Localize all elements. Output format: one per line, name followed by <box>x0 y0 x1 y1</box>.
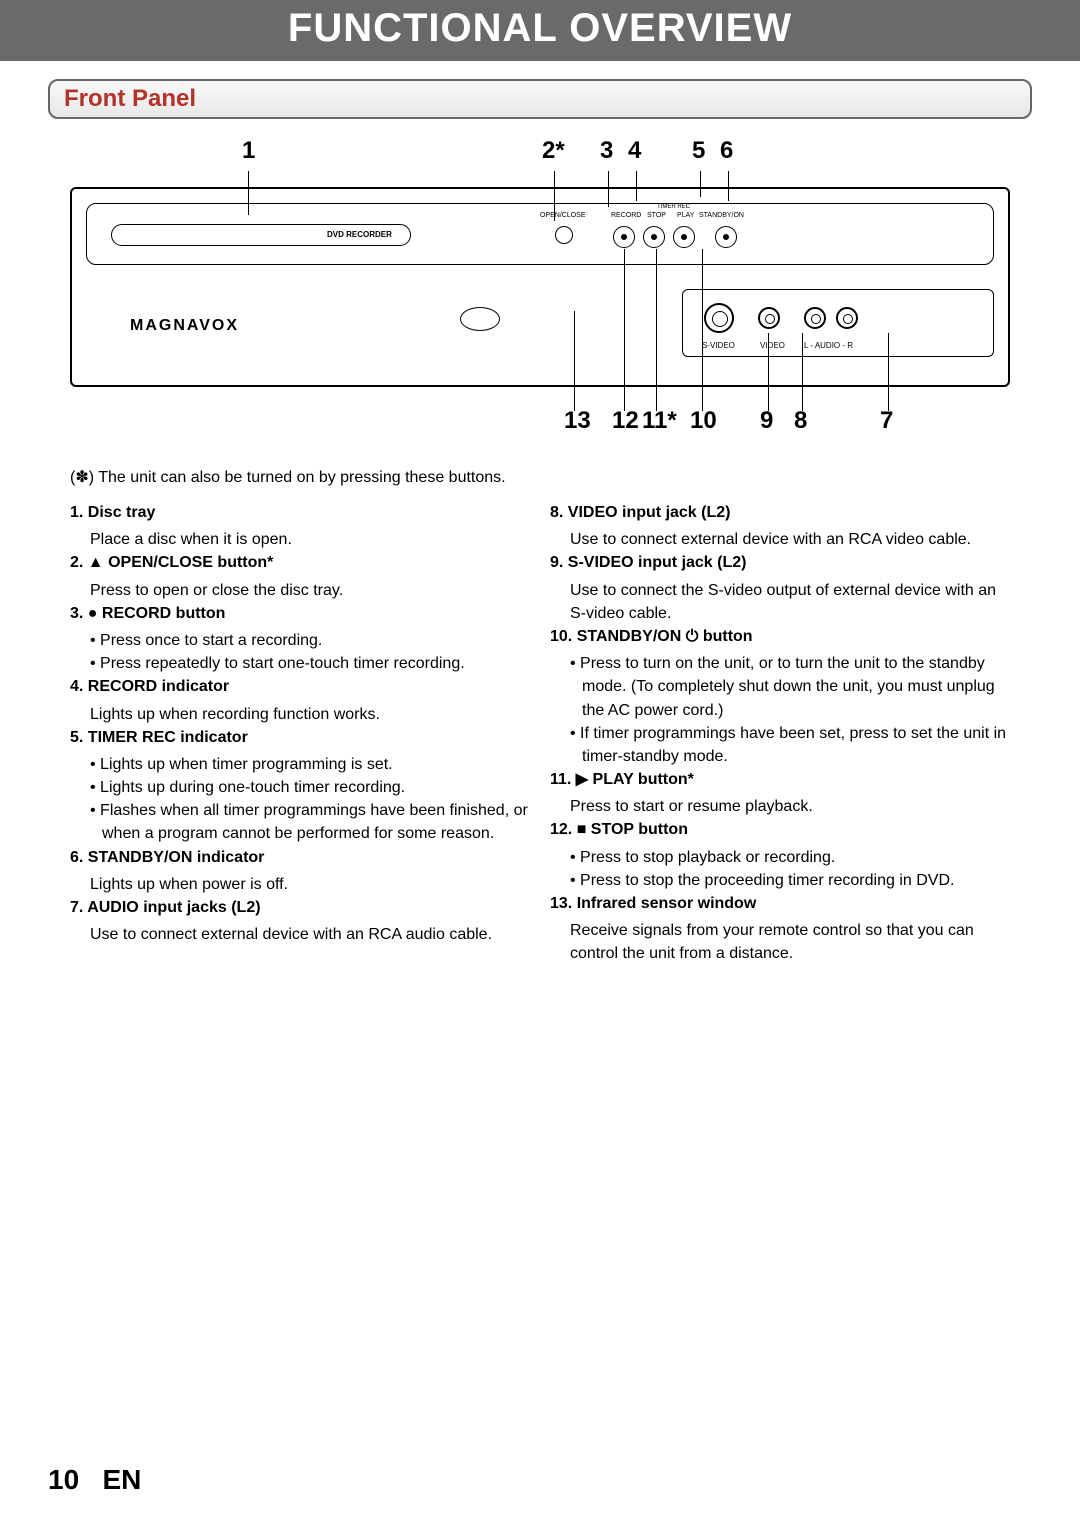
lead-3 <box>608 171 609 207</box>
item-line: Place a disc when it is open. <box>70 528 530 551</box>
item-heading: 10. STANDBY/ON ⏻ button <box>550 628 753 645</box>
column-left: 1. Disc tray Place a disc when it is open… <box>70 501 530 966</box>
callout-label: 4 <box>628 137 641 165</box>
callout-label: 7 <box>880 407 893 435</box>
item-bullet: • Press to stop playback or recording. <box>550 846 1010 869</box>
description-columns: 1. Disc tray Place a disc when it is open… <box>70 501 1010 966</box>
callout-label: 6 <box>720 137 733 165</box>
item-bullet: • Lights up when timer programming is se… <box>70 753 530 776</box>
lead-13 <box>574 311 575 411</box>
lbl-play: PLAY <box>677 212 694 219</box>
brand-label: MAGNAVOX <box>130 317 239 335</box>
lbl-openclose: OPEN/CLOSE <box>540 212 586 219</box>
play-button <box>673 226 695 248</box>
item-heading: 7. AUDIO input jacks (L2) <box>70 899 261 916</box>
lbl-record: RECORD <box>611 212 641 219</box>
item-line: Press to start or resume playback. <box>550 795 1010 818</box>
item-heading: 2. ▲ OPEN/CLOSE button* <box>70 554 273 571</box>
page-footer: 10 EN <box>48 1464 141 1496</box>
lead-11 <box>656 249 657 411</box>
lbl-standby: STANDBY/ON <box>699 212 744 219</box>
record-button <box>613 226 635 248</box>
item-line: Use to connect external device with an R… <box>70 923 530 946</box>
item-line: Receive signals from your remote control… <box>550 919 1010 965</box>
asterisk-note: (✽) The unit can also be turned on by pr… <box>70 467 1010 487</box>
item-heading: 11. ▶ PLAY button* <box>550 771 694 788</box>
item-bullet: • Lights up during one-touch timer recor… <box>70 776 530 799</box>
lead-2 <box>554 171 555 221</box>
callout-label: 8 <box>794 407 807 435</box>
lead-5 <box>700 171 701 197</box>
item-line: Lights up when power is off. <box>70 873 530 896</box>
lead-12 <box>624 249 625 411</box>
item-heading: 4. RECORD indicator <box>70 678 229 695</box>
device-panel: DVD RECORDER OPEN/CLOSE RECORD STOP PLAY… <box>70 187 1010 387</box>
item-bullet: • Press repeatedly to start one-touch ti… <box>70 652 530 675</box>
page-number: 10 <box>48 1464 79 1495</box>
callout-label: 13 <box>564 407 591 435</box>
callout-label: 12 <box>612 407 639 435</box>
openclose-button <box>555 226 573 244</box>
lbl-stop: STOP <box>647 212 666 219</box>
standby-button <box>715 226 737 248</box>
panel-top-row: DVD RECORDER OPEN/CLOSE RECORD STOP PLAY… <box>86 203 994 265</box>
item-heading: 8. VIDEO input jack (L2) <box>550 504 730 521</box>
callout-label: 2* <box>542 137 565 165</box>
callout-label: 1 <box>242 137 255 165</box>
ir-window <box>460 307 500 331</box>
page-title: FUNCTIONAL OVERVIEW <box>0 6 1080 51</box>
item-bullet: • Press to stop the proceeding timer rec… <box>550 869 1010 892</box>
page-lang: EN <box>103 1464 142 1495</box>
item-bullet: • Press once to start a recording. <box>70 629 530 652</box>
jacks-box <box>682 289 994 357</box>
front-panel-diagram: 1 2* 34 56 DVD RECORDER OPEN/CLOSE RECORD S… <box>70 137 1010 447</box>
callout-label: 5 <box>692 137 705 165</box>
stop-button <box>643 226 665 248</box>
item-heading: 5. TIMER REC indicator <box>70 729 248 746</box>
item-line: Use to connect external device with an R… <box>550 528 1010 551</box>
lead-1 <box>248 171 249 215</box>
section-title: Front Panel <box>64 85 196 112</box>
dvd-recorder-label: DVD RECORDER <box>327 230 392 239</box>
item-heading: 3. ● RECORD button <box>70 605 225 622</box>
callout-label: 9 <box>760 407 773 435</box>
page-header: FUNCTIONAL OVERVIEW <box>0 0 1080 61</box>
item-bullet: • Flashes when all timer programmings ha… <box>70 799 530 845</box>
callout-label: 11* <box>642 407 677 435</box>
lbl-timer-rec: TIMER REC <box>657 204 690 210</box>
item-line: Lights up when recording function works. <box>70 703 530 726</box>
item-heading: 13. Infrared sensor window <box>550 895 756 912</box>
lead-6 <box>728 171 729 201</box>
section-title-bar: Front Panel <box>48 79 1032 119</box>
item-heading: 9. S-VIDEO input jack (L2) <box>550 554 746 571</box>
item-bullet: • Press to turn on the unit, or to turn … <box>550 652 1010 722</box>
lead-7 <box>888 333 889 411</box>
lead-4 <box>636 171 637 201</box>
item-bullet: • If timer programmings have been set, p… <box>550 722 1010 768</box>
column-right: 8. VIDEO input jack (L2) Use to connect e… <box>550 501 1010 966</box>
callout-label: 3 <box>600 137 613 165</box>
top-callouts: 1 2* 34 56 <box>70 137 1010 177</box>
callout-label: 10 <box>690 407 717 435</box>
item-heading: 12. ■ STOP button <box>550 821 688 838</box>
lead-8 <box>802 333 803 411</box>
item-heading: 1. Disc tray <box>70 504 155 521</box>
item-line: Press to open or close the disc tray. <box>70 579 530 602</box>
lead-10 <box>702 249 703 411</box>
lead-9 <box>768 333 769 411</box>
item-line: Use to connect the S-video output of ext… <box>550 579 1010 625</box>
item-heading: 6. STANDBY/ON indicator <box>70 849 264 866</box>
bottom-callouts: 13 1211* 10 98 7 <box>70 407 1010 447</box>
